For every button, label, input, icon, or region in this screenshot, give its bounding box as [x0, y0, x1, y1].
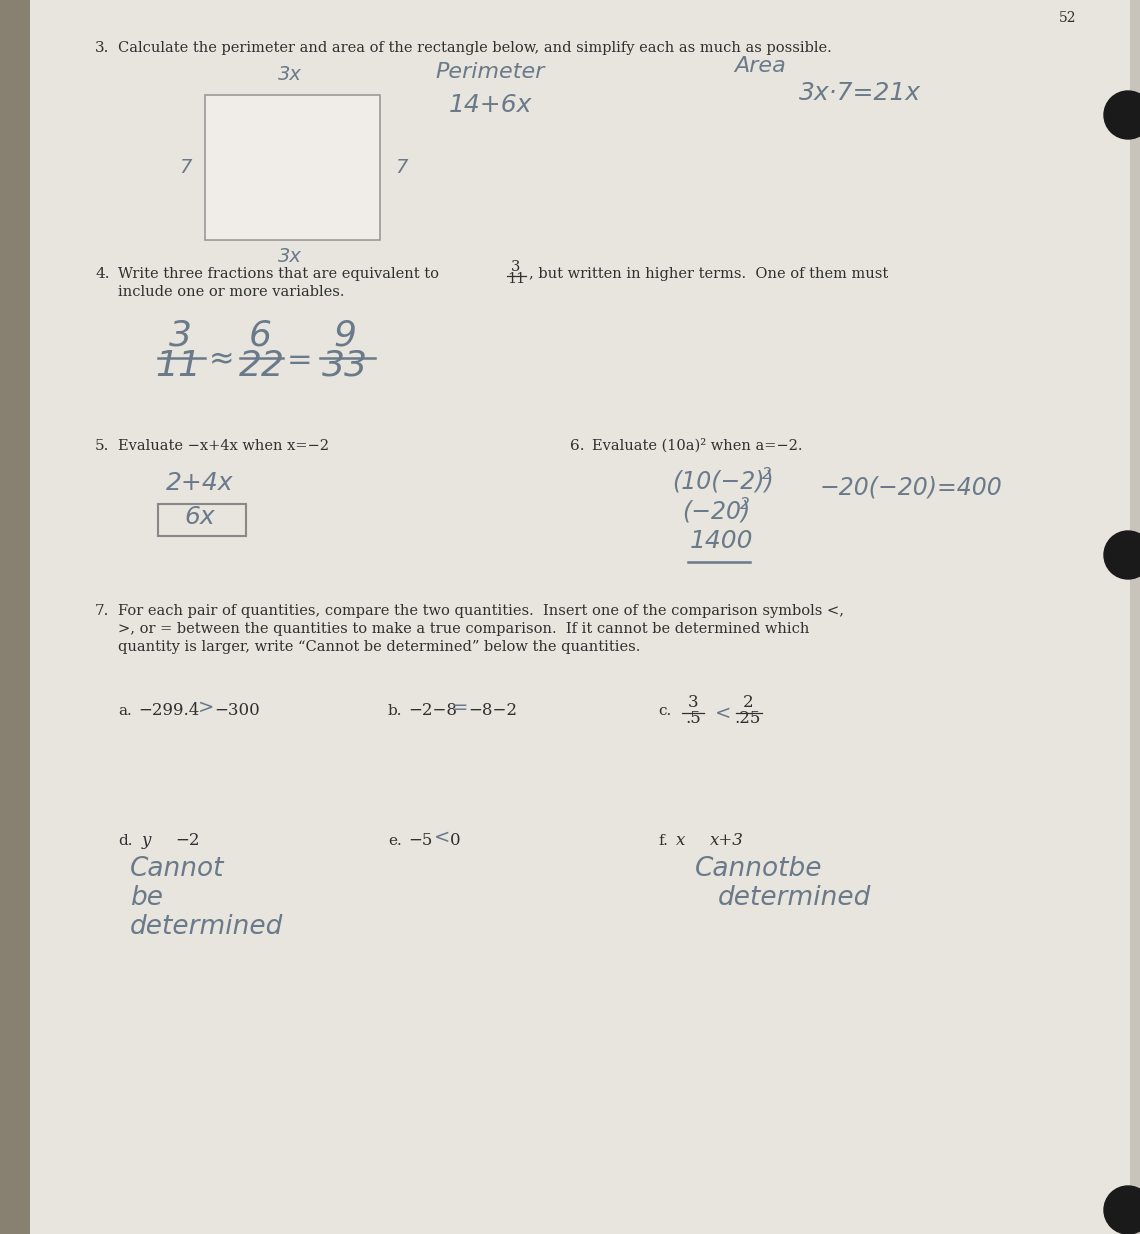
Text: 2: 2	[742, 694, 754, 711]
Text: −5: −5	[408, 832, 432, 849]
Text: Calculate the perimeter and area of the rectangle below, and simplify each as mu: Calculate the perimeter and area of the …	[119, 41, 832, 56]
Text: .25: .25	[735, 710, 762, 727]
Text: −20(−20)=400: −20(−20)=400	[820, 475, 1003, 499]
Text: f.: f.	[658, 834, 668, 848]
Text: y: y	[142, 832, 152, 849]
Text: −2: −2	[176, 832, 200, 849]
Text: 14+6x: 14+6x	[448, 93, 531, 117]
Text: =: =	[287, 346, 312, 374]
Text: b.: b.	[388, 705, 402, 718]
Text: 7: 7	[179, 158, 192, 176]
Text: determined: determined	[718, 885, 871, 911]
Text: 3: 3	[169, 318, 192, 352]
Text: 5.: 5.	[95, 439, 109, 453]
Text: Write three fractions that are equivalent to: Write three fractions that are equivalen…	[119, 267, 439, 281]
Text: Cannotbe: Cannotbe	[695, 856, 822, 882]
Text: .5: .5	[685, 710, 701, 727]
Text: −8−2: −8−2	[469, 702, 518, 719]
Text: 3x: 3x	[278, 247, 302, 267]
Text: d.: d.	[119, 834, 132, 848]
Text: 3: 3	[512, 260, 521, 274]
Text: 7.: 7.	[95, 603, 109, 618]
Text: −299.4: −299.4	[138, 702, 200, 719]
Text: −2−8: −2−8	[408, 702, 457, 719]
Text: 33: 33	[321, 349, 368, 383]
Text: 9: 9	[334, 318, 357, 352]
Text: −300: −300	[214, 702, 260, 719]
Text: <: <	[434, 828, 450, 847]
Text: 6.: 6.	[570, 439, 585, 453]
Text: 11: 11	[155, 349, 201, 383]
Text: 11: 11	[507, 271, 526, 286]
Text: 4.: 4.	[95, 267, 109, 281]
Bar	[158, 503, 246, 536]
Text: include one or more variables.: include one or more variables.	[119, 285, 344, 299]
Bar	[0, 0, 30, 1234]
Text: 3x: 3x	[278, 65, 302, 84]
Circle shape	[1104, 91, 1140, 139]
Text: , but written in higher terms.  One of them must: , but written in higher terms. One of th…	[529, 267, 888, 281]
Text: 2: 2	[740, 497, 750, 512]
Text: Evaluate (10a)² when a=−2.: Evaluate (10a)² when a=−2.	[592, 438, 803, 453]
Text: 2: 2	[762, 466, 772, 482]
Text: 22: 22	[239, 349, 285, 383]
Circle shape	[1104, 1186, 1140, 1234]
Bar	[205, 95, 380, 239]
Text: quantity is larger, write “Cannot be determined” below the quantities.: quantity is larger, write “Cannot be det…	[119, 640, 641, 654]
Text: 7: 7	[394, 158, 407, 176]
Text: 3: 3	[687, 694, 699, 711]
Text: (10(−2)): (10(−2))	[671, 469, 774, 494]
Text: 0: 0	[450, 832, 461, 849]
Text: >: >	[198, 698, 214, 717]
Text: 6x: 6x	[185, 505, 215, 529]
Text: x: x	[676, 832, 685, 849]
Text: <: <	[715, 703, 732, 722]
Text: c.: c.	[658, 705, 671, 718]
Text: Evaluate −x+4x when x=−2: Evaluate −x+4x when x=−2	[119, 439, 329, 453]
Text: >, or = between the quantities to make a true comparison.  If it cannot be deter: >, or = between the quantities to make a…	[119, 622, 809, 636]
Text: =: =	[451, 698, 469, 717]
Text: 3x·7=21x: 3x·7=21x	[799, 81, 921, 105]
Text: 2+4x: 2+4x	[166, 471, 234, 495]
Text: ≈: ≈	[210, 346, 235, 374]
Text: For each pair of quantities, compare the two quantities.  Insert one of the comp: For each pair of quantities, compare the…	[119, 603, 844, 618]
Text: 52: 52	[1059, 11, 1077, 25]
Text: be: be	[130, 885, 163, 911]
Text: (−20): (−20)	[682, 499, 750, 523]
Text: 3.: 3.	[95, 41, 109, 56]
Text: Perimeter: Perimeter	[435, 62, 545, 81]
Text: Cannot: Cannot	[130, 856, 225, 882]
Text: a.: a.	[119, 705, 132, 718]
Text: determined: determined	[130, 914, 284, 940]
Text: 6: 6	[249, 318, 271, 352]
Text: x+3: x+3	[710, 832, 744, 849]
Text: Area: Area	[734, 56, 785, 77]
Text: 1400: 1400	[690, 529, 754, 553]
Text: e.: e.	[388, 834, 401, 848]
Circle shape	[1104, 531, 1140, 579]
